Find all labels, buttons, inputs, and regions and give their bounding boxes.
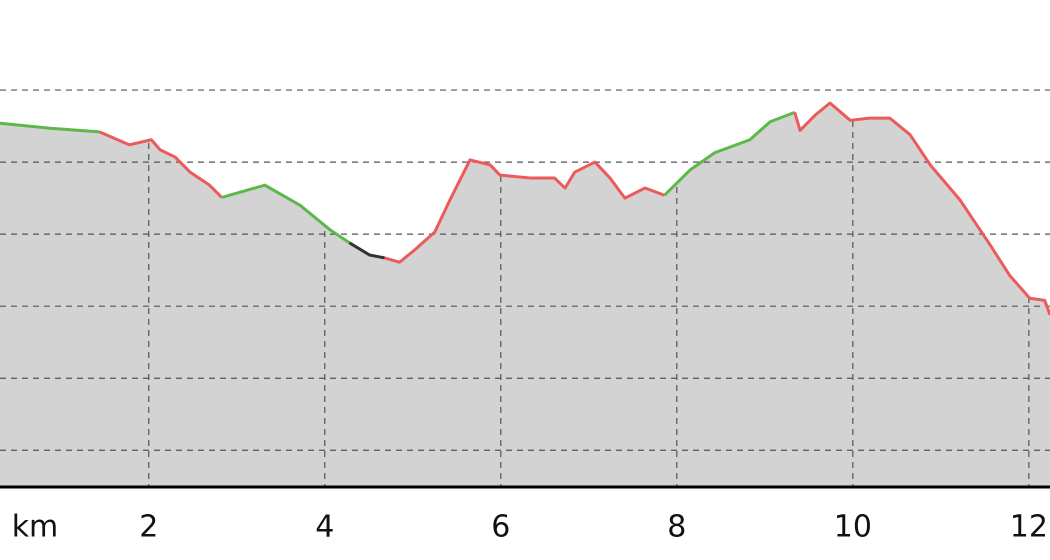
area [664, 111, 796, 488]
x-tick-label: 12 [1010, 510, 1048, 545]
area [98, 131, 223, 488]
profile-line [384, 158, 666, 264]
profile-line [98, 130, 223, 199]
area [0, 122, 100, 488]
profile-line [221, 183, 351, 245]
profile-line [348, 241, 385, 260]
profile-line [663, 110, 796, 197]
x-tick-label: 8 [667, 510, 686, 545]
x-tick-label: 4 [315, 510, 334, 545]
lines [0, 101, 1050, 316]
x-tick-label: 2 [139, 510, 158, 545]
area [384, 159, 665, 488]
areas [0, 102, 1050, 488]
profile-line [0, 121, 100, 134]
horizontal-grid [0, 89, 1050, 451]
x-axis-label: km [12, 510, 59, 545]
area [794, 102, 1050, 488]
x-tick-label: 6 [491, 510, 510, 545]
x-tick-label: 10 [834, 510, 872, 545]
profile-line [793, 101, 1050, 316]
